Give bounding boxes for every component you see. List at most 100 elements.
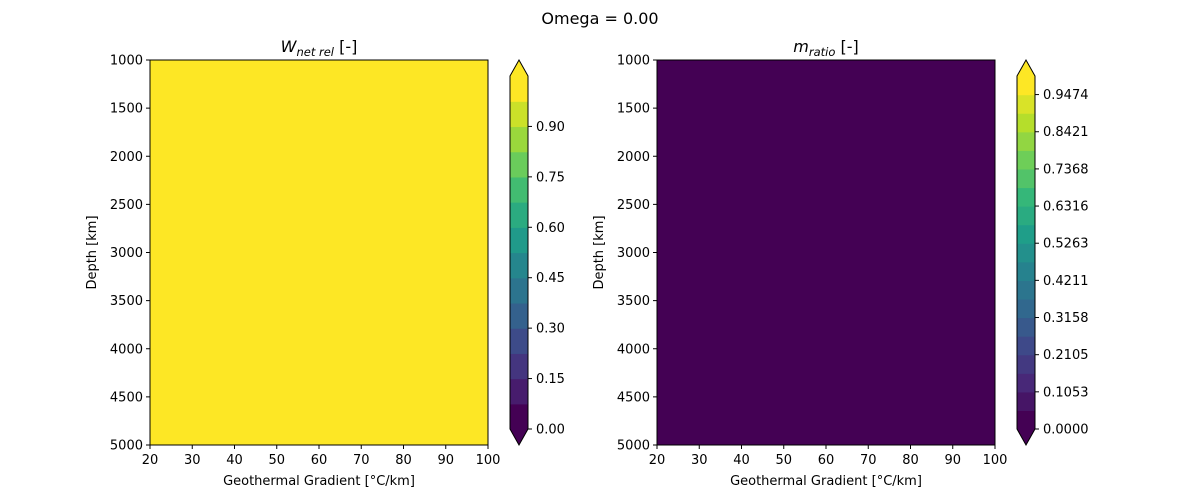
y-tick-label: 1000 <box>110 54 143 69</box>
y-tick-label: 1000 <box>617 54 650 69</box>
colorbar-band <box>510 403 528 430</box>
colorbar-tick-label: 0.90 <box>536 120 565 135</box>
colorbar-tick-label: 0.75 <box>536 170 565 185</box>
colorbar-band <box>510 101 528 128</box>
y-ticks: 1000 1500 2000 2500 3000 3500 4000 4500 5000 <box>110 54 150 454</box>
y-tick-label: 2500 <box>617 198 650 213</box>
colorbar-band <box>510 328 528 354</box>
x-tick-label: 60 <box>818 453 835 468</box>
title-unit: [-] <box>835 37 858 56</box>
x-tick-label: 60 <box>311 453 328 468</box>
colorbar-tick-label: 0.00 <box>536 423 565 438</box>
y-tick-label: 4000 <box>617 342 650 357</box>
x-tick-label: 30 <box>184 453 201 468</box>
colorbar-tick-label: 0.5263 <box>1043 237 1089 252</box>
colorbar-extend-max <box>1017 60 1035 76</box>
colorbar-band <box>510 202 528 228</box>
x-tick-label: 40 <box>226 453 243 468</box>
colorbar-band <box>1017 224 1035 244</box>
panel-m-ratio: mratio [-] 20 30 40 50 60 70 80 90 100 1000 1500 2… <box>592 37 1089 489</box>
colorbar-tick-label: 0.3158 <box>1043 311 1089 326</box>
colorbar-band <box>510 277 528 304</box>
y-axis-label: Depth [km] <box>85 215 100 289</box>
y-tick-label: 4500 <box>617 390 650 405</box>
y-tick-label: 4000 <box>110 342 143 357</box>
colorbar-band <box>1017 391 1035 412</box>
colorbar-band <box>1017 280 1035 300</box>
y-tick-label: 3000 <box>617 246 650 261</box>
x-axis-label: Geothermal Gradient [°C/km] <box>223 474 415 489</box>
x-tick-label: 80 <box>902 453 919 468</box>
colorbar-band <box>1017 354 1035 374</box>
colorbar-band <box>1017 261 1035 281</box>
colorbar: 0.0000 0.1053 0.2105 0.3158 0.4211 0.5263 0.63… <box>1016 58 1089 447</box>
y-tick-label: 3000 <box>110 246 143 261</box>
colorbar-tick-label: 0.1053 <box>1043 385 1089 400</box>
heatmap-fill <box>657 60 995 445</box>
y-tick-label: 4500 <box>110 390 143 405</box>
colorbar-band <box>510 302 528 329</box>
x-tick-label: 70 <box>860 453 877 468</box>
x-tick-label: 20 <box>142 453 159 468</box>
colorbar-tick-label: 0.30 <box>536 322 565 337</box>
heatmap-fill <box>150 60 488 445</box>
figure-suptitle: Omega = 0.00 <box>541 9 658 28</box>
panel-title: Wnet rel [-] <box>281 37 358 59</box>
colorbar-band <box>1017 76 1035 96</box>
colorbar-tick-label: 0.6316 <box>1043 200 1089 215</box>
y-tick-label: 2500 <box>110 198 143 213</box>
y-tick-label: 3500 <box>110 294 143 309</box>
colorbar-band <box>510 176 528 203</box>
colorbar-band <box>1017 336 1035 356</box>
colorbar-extend-min <box>510 429 528 445</box>
colorbar-tick-label: 0.8421 <box>1043 125 1089 140</box>
x-tick-label: 40 <box>733 453 750 468</box>
x-tick-label: 50 <box>775 453 792 468</box>
colorbar-band <box>510 252 528 279</box>
colorbar-band <box>510 76 528 102</box>
x-axis-label: Geothermal Gradient [°C/km] <box>730 474 922 489</box>
colorbar-tick-label: 0.0000 <box>1043 423 1089 438</box>
y-axis-label: Depth [km] <box>592 215 607 289</box>
panel-title: mratio [-] <box>793 37 858 59</box>
x-tick-label: 50 <box>268 453 285 468</box>
x-tick-label: 100 <box>983 453 1008 468</box>
y-tick-label: 1500 <box>110 102 143 117</box>
y-ticks: 1000 1500 2000 2500 3000 3500 4000 4500 5000 <box>617 54 657 454</box>
colorbar-extend-max <box>510 60 528 76</box>
colorbar-band <box>1017 298 1035 319</box>
colorbar-band <box>1017 150 1035 170</box>
colorbar-tick-label: 0.7368 <box>1043 162 1089 177</box>
colorbar-extend-min <box>1017 429 1035 445</box>
y-tick-label: 3500 <box>617 294 650 309</box>
title-subscript: net rel <box>296 45 334 59</box>
colorbar-band <box>1017 206 1035 226</box>
colorbar-band <box>510 126 528 153</box>
colorbar-tick-label: 0.9474 <box>1043 88 1089 103</box>
y-tick-label: 1500 <box>617 102 650 117</box>
title-main: W <box>281 37 298 56</box>
colorbar-tick-label: 0.4211 <box>1043 274 1089 289</box>
colorbar-band <box>510 227 528 254</box>
x-tick-label: 30 <box>691 453 708 468</box>
colorbar: 0.00 0.15 0.30 0.45 0.60 0.75 0.90 <box>509 58 565 447</box>
colorbar-band <box>510 378 528 405</box>
x-tick-label: 90 <box>944 453 961 468</box>
x-ticks: 20 30 40 50 60 70 80 90 100 <box>142 445 501 468</box>
colorbar-band <box>1017 410 1035 430</box>
x-tick-label: 80 <box>395 453 412 468</box>
x-tick-label: 20 <box>649 453 666 468</box>
colorbar-tick-label: 0.45 <box>536 271 565 286</box>
x-ticks: 20 30 40 50 60 70 80 90 100 <box>649 445 1008 468</box>
colorbar-band <box>1017 243 1035 263</box>
y-tick-label: 5000 <box>110 439 143 454</box>
y-tick-label: 2000 <box>110 150 143 165</box>
colorbar-band <box>510 151 528 178</box>
x-tick-label: 100 <box>476 453 501 468</box>
colorbar-band <box>510 353 528 380</box>
y-tick-label: 5000 <box>617 439 650 454</box>
y-tick-label: 2000 <box>617 150 650 165</box>
title-unit: [-] <box>334 37 357 56</box>
colorbar-tick-label: 0.2105 <box>1043 348 1089 363</box>
colorbar-tick-label: 0.60 <box>536 221 565 236</box>
